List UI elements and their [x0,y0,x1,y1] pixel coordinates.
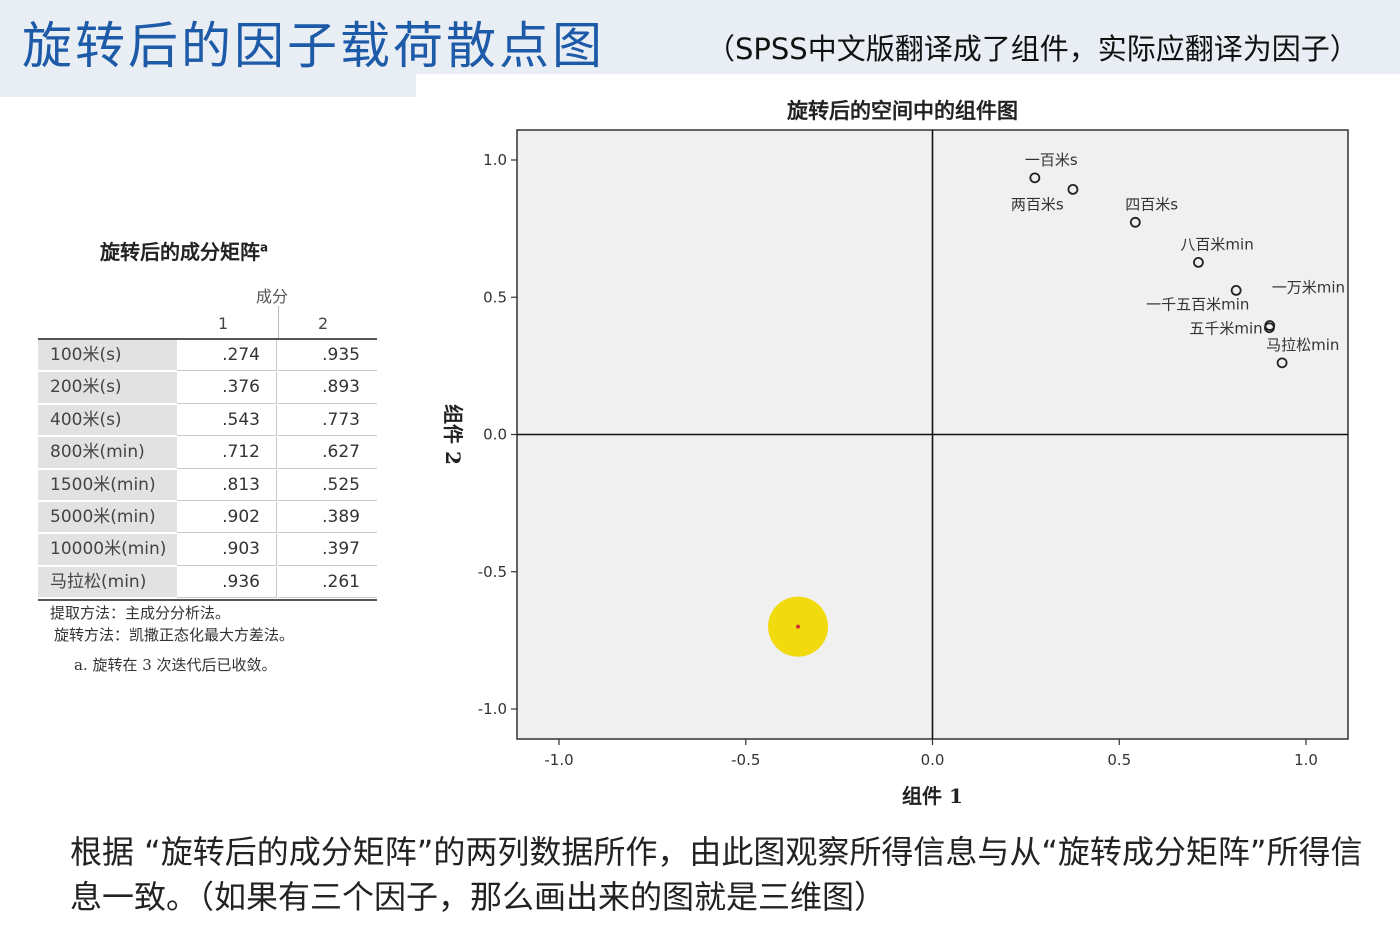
component-2-value: .389 [278,502,377,534]
row-label: 5000米(min) [38,501,177,534]
table-row: 100米(s) .274.935 [38,340,377,372]
cursor-dot [796,624,801,629]
row-label: 马拉松(min) [38,566,177,599]
data-point [1193,256,1204,268]
component-1-value: .274 [177,340,277,372]
point-label: 四百米s [1125,195,1178,213]
row-label: 800米(min) [38,437,177,469]
table-row: 1500米(min) .813.525 [38,469,377,502]
convergence-footnote: a. 旋转在 3 次迭代后已收敛。 [74,656,277,674]
component-2-value: .627 [278,437,377,469]
component-1-value: .936 [177,566,277,599]
x-tick-label: 1.0 [1294,751,1318,769]
table-row: 马拉松(min) .936.261 [38,566,377,599]
data-point [1230,284,1242,296]
table-row: 800米(min) .712.627 [38,437,377,469]
component-1-value: .543 [177,404,277,437]
data-point [1067,183,1079,195]
row-label: 200米(s) [38,372,177,404]
data-point [1129,216,1141,228]
matrix-title: 旋转后的成分矩阵a [100,240,269,264]
component-1-value: .376 [177,372,277,404]
component-2-value: .893 [278,372,377,404]
y-axis-label: 组件 2 [441,404,465,465]
point-label: 马拉松min [1266,336,1339,354]
x-tick-label: 0.5 [1107,751,1131,769]
table-row: 5000米(min) .902.389 [38,501,377,534]
component-2-value: .397 [278,534,377,566]
component-1-value: .902 [177,501,277,534]
point-label: 一万米min [1272,279,1345,297]
component-header: 成分 [256,287,289,306]
x-tick-label: -1.0 [544,751,573,769]
component-2-value: .261 [278,567,377,599]
table-row: 200米(s) .376.893 [38,372,377,404]
component-2-value: .935 [278,340,377,372]
row-label: 100米(s) [38,340,177,372]
table-row: 10000米(min) .903.397 [38,534,377,566]
row-label: 10000米(min) [38,534,177,566]
matrix-rows: 100米(s) .274.935 200米(s) .376.893 400米(s) .54… [38,340,377,599]
translation-note: （SPSS中文版翻译成了组件，实际应翻译为因子） [706,32,1359,66]
row-label: 400米(s) [38,404,177,437]
y-tick-label: 1.0 [483,151,507,169]
chart-panel: 旋转后的空间中的组件图 -1.0 -0.5 0.0 0.5 1.0 1.0 0.5 0.0 -0.… [416,74,1400,822]
table-bottom-rule [38,599,377,601]
component-2-value: .525 [278,470,377,501]
point-label: 一百米s [1025,151,1078,169]
page-title: 旋转后的因子载荷散点图 [22,17,605,75]
point-label: 两百米s [1011,195,1064,213]
header-separator [278,306,279,338]
y-tick-label: 0.0 [483,426,507,444]
component-1-value: .813 [177,469,277,501]
table-row: 400米(s) .543.773 [38,404,377,437]
point-label: 八百米min [1180,235,1253,253]
x-tick-label: -0.5 [731,751,760,769]
component-1-value: .903 [177,534,277,566]
component-2-value: .773 [278,405,377,437]
extraction-method-note: 提取方法：主成分分析法。 [50,604,231,622]
rotation-method-note: 旋转方法：凯撒正态化最大方差法。 [54,626,295,644]
y-tick-label: 0.5 [483,288,507,306]
point-label: 一千五百米min [1146,295,1249,313]
chart-title: 旋转后的空间中的组件图 [786,98,1018,123]
explanation-text: 根据 “旋转后的成分矩阵”的两列数据所作，由此图观察所得信息与从“旋转成分矩阵”… [70,833,1363,916]
matrix-title-footnote-mark: a [260,240,269,255]
y-tick-label: -1.0 [478,700,507,718]
column-header-1: 1 [218,314,229,333]
data-point [1264,320,1276,331]
data-point [1276,357,1288,369]
component-plot: 旋转后的空间中的组件图 -1.0 -0.5 0.0 0.5 1.0 1.0 0.5 0.0 -0.… [441,98,1349,808]
data-point [1029,172,1041,184]
component-1-value: .712 [177,437,277,469]
point-label: 五千米min [1189,320,1262,338]
column-header-2: 2 [318,314,329,333]
y-tick-label: -0.5 [478,563,507,581]
table-top-rule [38,338,377,340]
x-axis-label: 组件 1 [902,784,963,808]
row-label: 1500米(min) [38,469,177,501]
x-tick-label: 0.0 [921,751,945,769]
